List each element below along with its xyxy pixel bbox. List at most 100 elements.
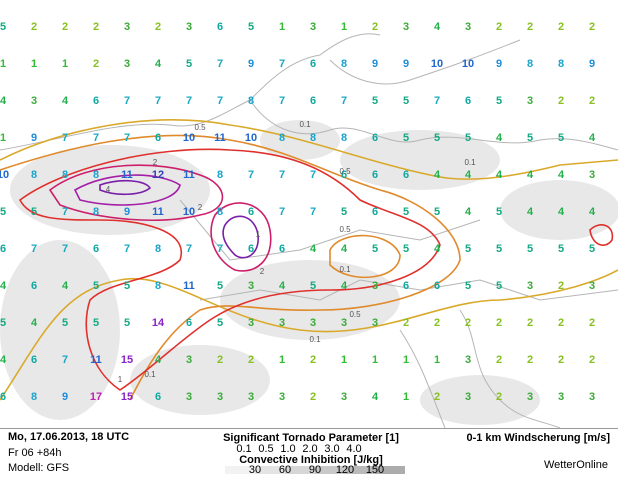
wind-shear-value: 4 [465,206,472,218]
wind-shear-value: 4 [62,95,69,107]
wind-shear-value: 3 [124,21,130,33]
wind-shear-value: 3 [341,317,347,329]
wind-shear-value: 5 [403,206,409,218]
wind-shear-value: 6 [372,206,378,218]
contour-label: 0.5 [339,167,351,176]
cin-title: Convective Inhibition [J/kg] [239,454,383,466]
wind-shear-value: 4 [0,280,7,292]
wind-shear-value: 2 [558,280,564,292]
wind-shear-value: 6 [93,243,99,255]
wind-shear-value: 7 [248,169,254,181]
wind-shear-value: 11 [214,132,226,144]
wind-shear-value: 2 [527,317,533,329]
contour-label: 0.5 [349,310,361,319]
wind-shear-value: 7 [124,243,130,255]
contour-label: 0.1 [464,158,476,167]
wind-shear-value: 6 [465,95,471,107]
wind-shear-value: 5 [434,132,440,144]
contour-label: 0.5 [194,123,206,132]
tornado-level: 2.0 [302,443,317,455]
wind-shear-value: 15 [121,391,133,403]
wind-shear-value: 7 [62,206,68,218]
wind-shear-value: 5 [558,243,564,255]
cin-swatch [345,466,375,474]
cin-level: 120 [336,464,354,476]
wind-shear-value: 5 [217,317,223,329]
run-label: Fr 06 +84h [8,447,62,459]
wind-shear-value: 2 [248,354,254,366]
wind-shear-value: 7 [310,206,316,218]
wind-shear-value: 3 [248,280,254,292]
contour-label: 1 [256,230,261,239]
wind-shear-value: 3 [372,317,378,329]
wind-shear-value: 7 [341,95,347,107]
wind-shear-value: 6 [155,132,161,144]
wind-shear-value: 2 [527,354,533,366]
tornado-contours [0,119,618,401]
wind-shear-value: 10 [245,132,257,144]
wind-shear-value: 5 [403,243,409,255]
wind-shear-value: 3 [558,391,564,403]
wind-shear-value: 2 [558,354,564,366]
date-label: Mo, 17.06.2013, 18 UTC [8,431,129,443]
wind-shear-value: 10 [462,58,474,70]
wind-shear-value: 7 [310,169,316,181]
wind-shear-value: 6 [31,280,37,292]
cin-swatch [375,466,405,474]
cin-swatch [225,466,255,474]
tornado-level: 0.1 [236,443,251,455]
wind-shear-value: 5 [186,58,192,70]
cin-level: 150 [366,464,384,476]
wind-shear-value: 6 [0,243,6,255]
tornado-legend: 0.1 0.5 1.0 2.0 3.0 4.0 [236,443,361,455]
wind-shear-value: 5 [0,21,6,33]
wind-shear-value: 8 [93,206,99,218]
wind-shear-value: 4 [496,132,503,144]
wind-shear-value: 10 [0,169,9,181]
wind-shear-value: 5 [93,280,99,292]
cin-level: 60 [279,464,291,476]
wind-shear-value: 3 [527,95,533,107]
wind-shear-value: 9 [372,58,378,70]
wind-shear-value: 5 [0,317,6,329]
cin-swatch [285,466,315,474]
cloud-shading [0,120,618,425]
wind-shear-value: 7 [124,95,130,107]
wind-shear-value: 1 [0,58,6,70]
wind-shear-value: 4 [558,169,565,181]
cin-swatch [315,466,345,474]
wind-shear-value: 6 [341,169,347,181]
wind-shear-value: 7 [93,132,99,144]
wind-shear-value: 6 [186,317,192,329]
wind-shear-value: 3 [186,391,192,403]
tornado-level: 0.5 [258,443,273,455]
cin-swatch [255,466,285,474]
wind-shear-value: 3 [403,21,409,33]
wind-shear-value: 7 [279,169,285,181]
wind-shear-value: 4 [527,169,534,181]
contour-label: 1 [118,375,123,384]
wind-shear-value: 9 [496,58,502,70]
wind-shear-value: 5 [341,206,347,218]
wind-shear-value: 6 [434,280,440,292]
wind-shear-value: 5 [124,317,130,329]
wind-shear-value: 8 [527,58,533,70]
wind-shear-value: 11 [152,206,164,218]
wind-shear-value: 5 [527,243,533,255]
wind-shear-value: 3 [465,21,471,33]
wind-shear-value: 6 [403,169,409,181]
wind-shear-value: 5 [496,243,502,255]
wind-shear-value: 7 [62,132,68,144]
wind-shear-value: 1 [403,354,409,366]
wind-shear-value: 5 [496,206,502,218]
wind-shear-value: 2 [93,58,99,70]
wind-shear-value: 10 [431,58,443,70]
wind-shear-value: 4 [62,280,69,292]
shear-title: 0-1 km Windscherung [m/s] [466,432,610,444]
wind-shear-value: 7 [62,354,68,366]
wind-shear-value: 2 [558,95,564,107]
wind-shear-value: 10 [183,132,195,144]
wind-shear-value: 17 [90,391,102,403]
wind-shear-value: 2 [155,21,161,33]
